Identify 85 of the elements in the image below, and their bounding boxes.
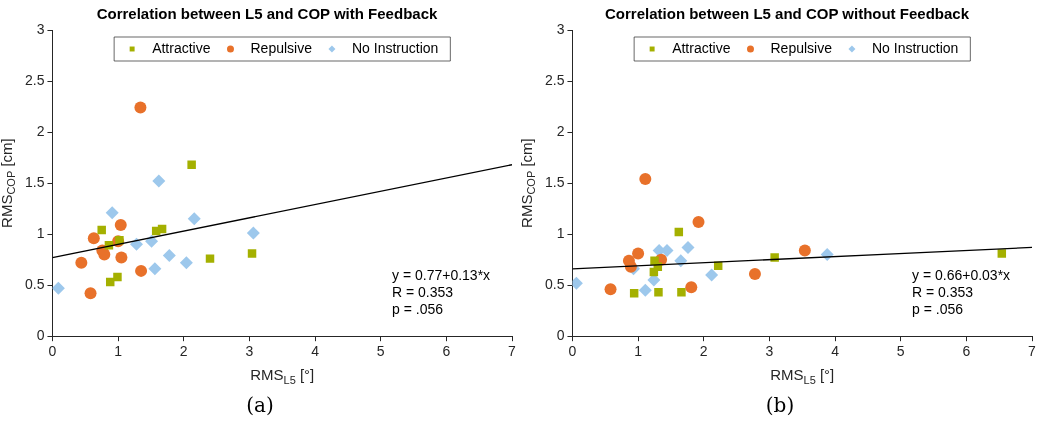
x-tick-label: 3 [245, 343, 254, 360]
point [75, 256, 88, 269]
point [654, 288, 663, 297]
legend-label: No Instruction [871, 39, 959, 56]
annotation: p = .056 [912, 301, 964, 318]
x-tick-label: 7 [1028, 343, 1037, 360]
chart-title: Correlation between L5 and COP without Feedback [605, 5, 970, 23]
annotation: p = .056 [392, 301, 444, 318]
legend-label: Attractive [152, 39, 211, 56]
point [674, 254, 688, 268]
point [705, 268, 719, 282]
point [205, 254, 215, 263]
point [145, 234, 159, 248]
annotation: R = 0.353 [912, 284, 974, 301]
point [632, 247, 645, 260]
point [685, 281, 698, 294]
point [115, 251, 128, 264]
point [148, 262, 162, 276]
point [135, 264, 148, 277]
point [52, 281, 65, 295]
x-tick-label: 5 [896, 343, 905, 360]
x-tick-label: 5 [376, 343, 385, 360]
annotation: y = 0.66+0.03*x [912, 267, 1011, 284]
text: (a) [245, 392, 275, 419]
x-tick-label: 4 [831, 343, 840, 360]
point [129, 237, 143, 251]
x-tick-label: 2 [699, 343, 708, 360]
point [677, 288, 686, 297]
x-tick-label: 1 [114, 343, 123, 360]
point [162, 249, 176, 263]
point [629, 289, 639, 298]
point [105, 206, 119, 220]
point [179, 256, 193, 270]
y-axis-title: RMSCOP [cm] [517, 138, 537, 228]
point [246, 226, 260, 240]
legend-label: Repulsive [250, 39, 313, 56]
point [247, 249, 257, 258]
point [639, 173, 652, 186]
point [114, 218, 127, 231]
y-tick-label: 2.5 [544, 71, 565, 88]
point [113, 272, 122, 282]
point [152, 174, 166, 188]
point [798, 244, 811, 257]
point [681, 240, 695, 254]
x-tick-label: 2 [179, 343, 188, 360]
y-tick-label: 1.5 [544, 173, 565, 190]
y-tick-label: 1 [36, 224, 45, 241]
point [187, 212, 201, 226]
legend-label: No Instruction [351, 39, 439, 56]
x-tick-label: 4 [311, 343, 320, 360]
y-axis-title: RMSCOP [cm] [0, 138, 17, 228]
legend-label: Repulsive [770, 39, 833, 56]
legend-label: Attractive [672, 39, 731, 56]
chart-title: Correlation between L5 and COP with Feedback [96, 5, 438, 23]
x-tick-label: 7 [508, 343, 517, 360]
y-tick-label: 0 [36, 327, 45, 344]
text: (b) [764, 392, 796, 419]
point [748, 267, 761, 280]
x-tick-label: 6 [962, 343, 971, 360]
y-tick-label: 0.5 [24, 276, 45, 293]
point [604, 283, 617, 296]
y-tick-label: 3 [556, 20, 565, 37]
y-tick-label: 3 [36, 20, 45, 37]
x-tick-label: 0 [568, 343, 577, 360]
point [638, 283, 652, 297]
y-tick-label: 0.5 [544, 276, 565, 293]
y-tick-label: 2 [36, 122, 45, 139]
point [84, 287, 97, 300]
point [692, 215, 705, 228]
y-tick-label: 1.5 [24, 173, 45, 190]
y-tick-label: 2.5 [24, 71, 45, 88]
y-tick-label: 2 [556, 122, 565, 139]
x-tick-label: 0 [48, 343, 57, 360]
point [997, 249, 1007, 258]
x-tick-label: 1 [634, 343, 643, 360]
y-tick-label: 0 [556, 327, 565, 344]
point [187, 160, 196, 169]
annotation: R = 0.353 [392, 284, 454, 301]
x-tick-label: 6 [442, 343, 451, 360]
y-tick-label: 1 [556, 224, 565, 241]
point [134, 101, 147, 114]
x-tick-label: 3 [765, 343, 774, 360]
point [97, 225, 106, 235]
point [87, 232, 100, 245]
annotation: y = 0.77+0.13*x [392, 267, 491, 284]
